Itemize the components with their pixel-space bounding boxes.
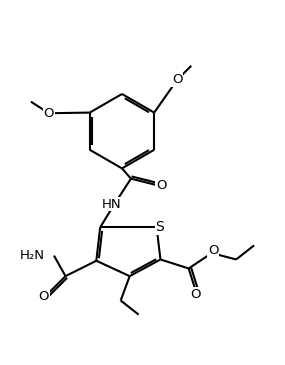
Text: O: O [208, 244, 218, 257]
Text: O: O [156, 178, 166, 192]
Text: O: O [44, 107, 54, 120]
Text: H₂N: H₂N [20, 249, 45, 262]
Text: O: O [190, 288, 200, 301]
Text: S: S [155, 220, 164, 234]
Text: O: O [38, 290, 49, 303]
Text: HN: HN [102, 198, 121, 211]
Text: O: O [172, 73, 182, 87]
